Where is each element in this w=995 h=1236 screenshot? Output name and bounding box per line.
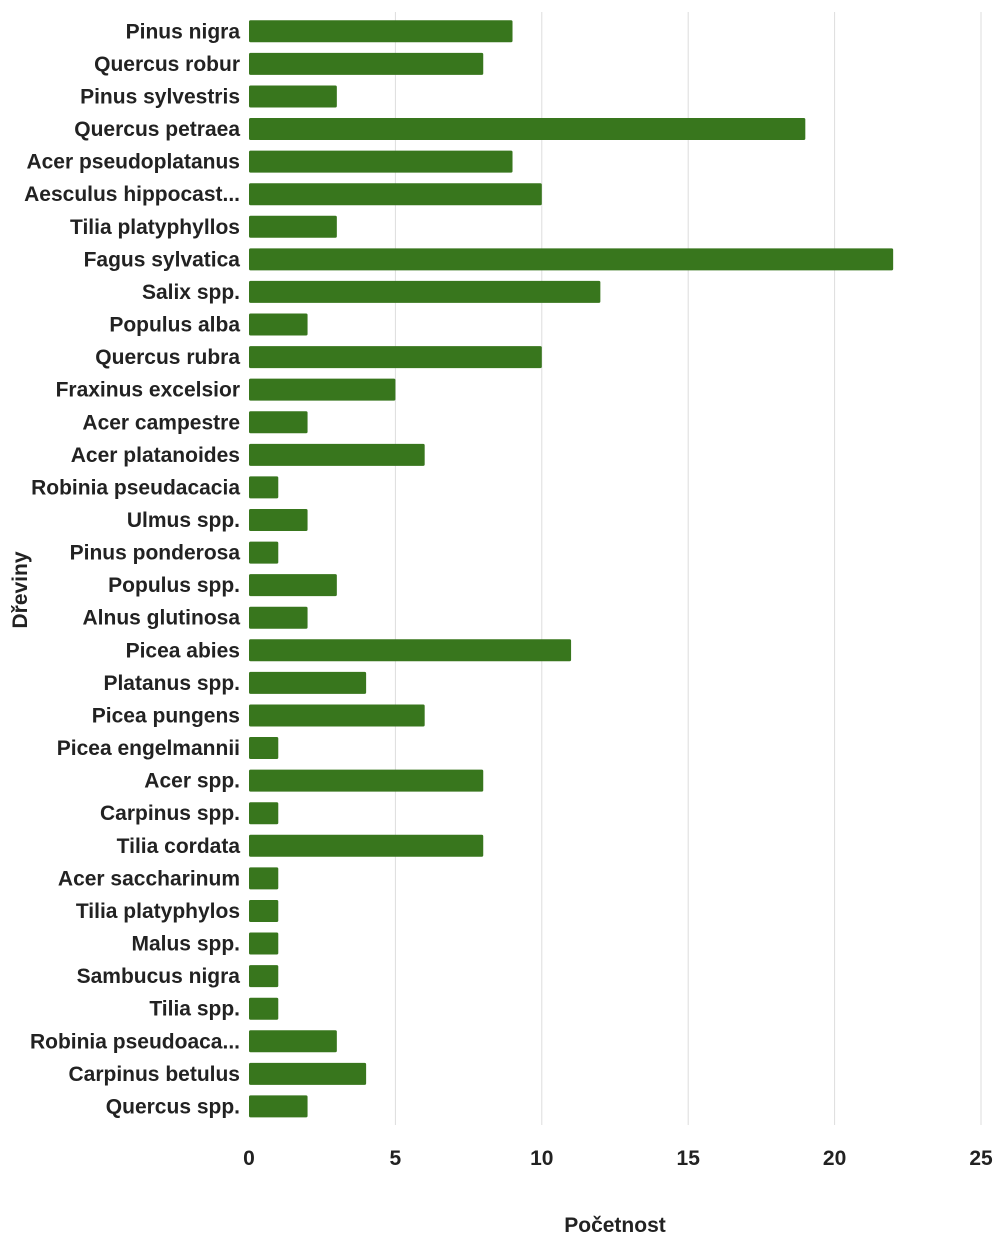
category-label: Sambucus nigra — [77, 965, 241, 988]
bar — [249, 476, 279, 499]
bar — [249, 215, 337, 238]
bar — [249, 52, 484, 75]
x-tick-label: 5 — [390, 1147, 402, 1170]
category-label: Carpinus betulus — [68, 1063, 240, 1086]
category-label: Acer pseudoplatanus — [26, 151, 240, 174]
bar — [249, 1095, 308, 1118]
x-tick-label: 0 — [243, 1147, 255, 1170]
category-label: Tilia cordata — [117, 835, 241, 858]
category-label: Tilia platyphylos — [76, 900, 240, 923]
bar — [249, 1062, 367, 1085]
category-labels: Pinus nigra Quercus robur Pinus sylvestris… — [24, 20, 240, 1118]
category-label: Populus alba — [109, 314, 240, 337]
bar — [249, 965, 279, 988]
x-tick-label: 25 — [969, 1147, 993, 1170]
category-label: Quercus spp. — [106, 1095, 240, 1118]
bar — [249, 867, 279, 890]
category-label: Ulmus spp. — [127, 509, 240, 532]
x-axis-title: Početnost — [564, 1214, 666, 1236]
bar — [249, 20, 513, 43]
bar — [249, 280, 601, 303]
bar — [249, 508, 308, 531]
bar — [249, 248, 894, 271]
grid-lines — [394, 12, 982, 1125]
bars — [249, 20, 894, 1118]
category-label: Acer saccharinum — [58, 867, 240, 890]
bar — [249, 834, 484, 857]
category-label: Salix spp. — [142, 281, 240, 304]
category-label: Tilia platyphyllos — [70, 216, 240, 239]
category-label: Aesculus hippocast... — [24, 183, 240, 206]
bar — [249, 737, 279, 760]
bar — [249, 704, 425, 727]
x-tick-label: 20 — [823, 1147, 846, 1170]
bar — [249, 769, 484, 792]
bar — [249, 411, 308, 434]
bar — [249, 899, 279, 922]
category-label: Picea pungens — [92, 704, 240, 727]
bar — [249, 1030, 337, 1053]
x-tick-label: 15 — [677, 1147, 701, 1170]
category-label: Acer spp. — [144, 770, 240, 793]
bar — [249, 932, 279, 955]
bar — [249, 150, 513, 173]
category-label: Platanus spp. — [103, 672, 240, 695]
bar — [249, 997, 279, 1020]
bar — [249, 639, 572, 662]
category-label: Tilia spp. — [149, 998, 240, 1021]
bar — [249, 802, 279, 825]
category-label: Robinia pseudoaca... — [30, 1030, 240, 1053]
category-label: Robinia pseudacacia — [31, 476, 240, 499]
category-label: Quercus robur — [94, 53, 240, 76]
y-axis-title: Dřeviny — [9, 551, 32, 628]
category-label: Carpinus spp. — [100, 802, 240, 825]
category-label: Populus spp. — [108, 574, 240, 597]
bar — [249, 346, 542, 369]
x-tick-label: 10 — [530, 1147, 553, 1170]
category-label: Acer platanoides — [71, 444, 240, 467]
bar — [249, 541, 279, 564]
category-label: Picea engelmannii — [57, 737, 240, 760]
bar — [249, 443, 425, 466]
bar — [249, 313, 308, 336]
category-label: Alnus glutinosa — [83, 607, 241, 630]
bar — [249, 606, 308, 629]
category-label: Quercus rubra — [95, 346, 240, 369]
category-label: Picea abies — [126, 639, 240, 662]
bar — [249, 183, 542, 206]
bar — [249, 574, 337, 597]
category-label: Quercus petraea — [74, 118, 240, 141]
category-label: Malus spp. — [131, 933, 240, 956]
bar — [249, 85, 337, 108]
category-label: Pinus sylvestris — [80, 85, 240, 108]
category-label: Pinus ponderosa — [70, 542, 241, 565]
category-label: Pinus nigra — [126, 20, 241, 43]
category-label: Fraxinus excelsior — [56, 379, 240, 402]
bar — [249, 671, 367, 694]
category-label: Acer campestre — [82, 411, 240, 434]
bar — [249, 378, 396, 401]
category-label: Fagus sylvatica — [84, 248, 241, 271]
x-tick-labels: 0 5 10 15 20 25 — [243, 1147, 993, 1170]
bar — [249, 118, 806, 141]
